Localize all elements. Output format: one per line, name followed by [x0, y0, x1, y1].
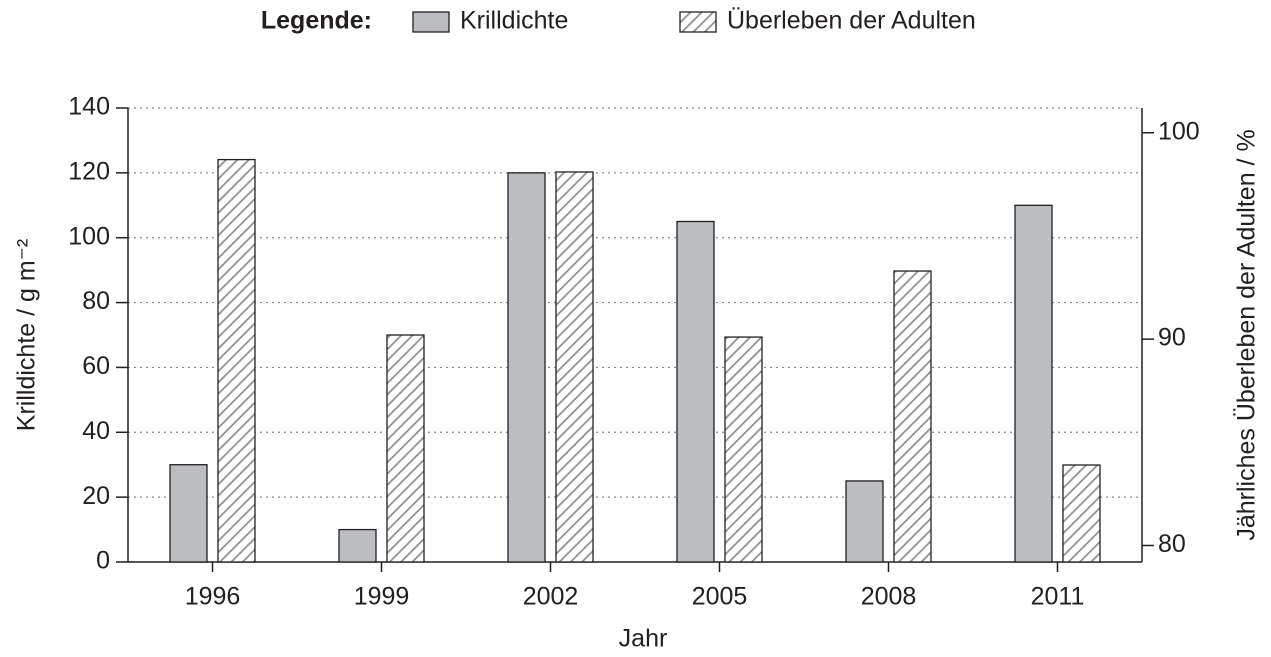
bar — [1014, 204, 1053, 563]
x-tick-label: 2011 — [1031, 583, 1085, 611]
legend-label: Krilldichte — [460, 7, 568, 35]
y-tick-label: 140 — [68, 93, 110, 121]
bar — [893, 270, 932, 563]
x-tick-label: 2008 — [861, 583, 917, 611]
bar — [169, 464, 208, 563]
y2-tick-label: 90 — [1158, 324, 1186, 352]
y-tick-label: 80 — [82, 287, 110, 315]
y2-axis-label: Jährliches Überleben der Adulten / % — [1233, 129, 1261, 540]
y-tick-label: 120 — [68, 157, 110, 185]
x-tick-label: 1999 — [354, 583, 410, 611]
bar — [676, 220, 715, 563]
y2-tick-label: 80 — [1158, 530, 1186, 558]
legend-swatch — [412, 11, 450, 33]
y2-tick-label: 100 — [1158, 117, 1200, 145]
bar — [338, 528, 377, 563]
y-tick-label: 40 — [82, 417, 110, 445]
x-tick-label: 1996 — [185, 583, 241, 611]
legend-swatch — [679, 11, 717, 33]
bar — [724, 336, 763, 563]
bar — [386, 334, 425, 563]
y-tick-label: 20 — [82, 482, 110, 510]
legend-label: Überleben der Adulten — [727, 7, 976, 35]
bar — [845, 480, 884, 563]
x-tick-label: 2002 — [523, 583, 579, 611]
legend-title: Legende: — [261, 7, 372, 35]
y-axis-label: Krilldichte / g m⁻² — [13, 239, 41, 431]
bar — [217, 158, 256, 563]
x-axis-label: Jahr — [619, 625, 668, 653]
bar — [1062, 464, 1101, 563]
y-tick-label: 0 — [96, 547, 110, 575]
x-tick-label: 2005 — [692, 583, 748, 611]
bar — [507, 172, 546, 563]
y-tick-label: 60 — [82, 352, 110, 380]
bar — [555, 171, 594, 563]
y-tick-label: 100 — [68, 222, 110, 250]
